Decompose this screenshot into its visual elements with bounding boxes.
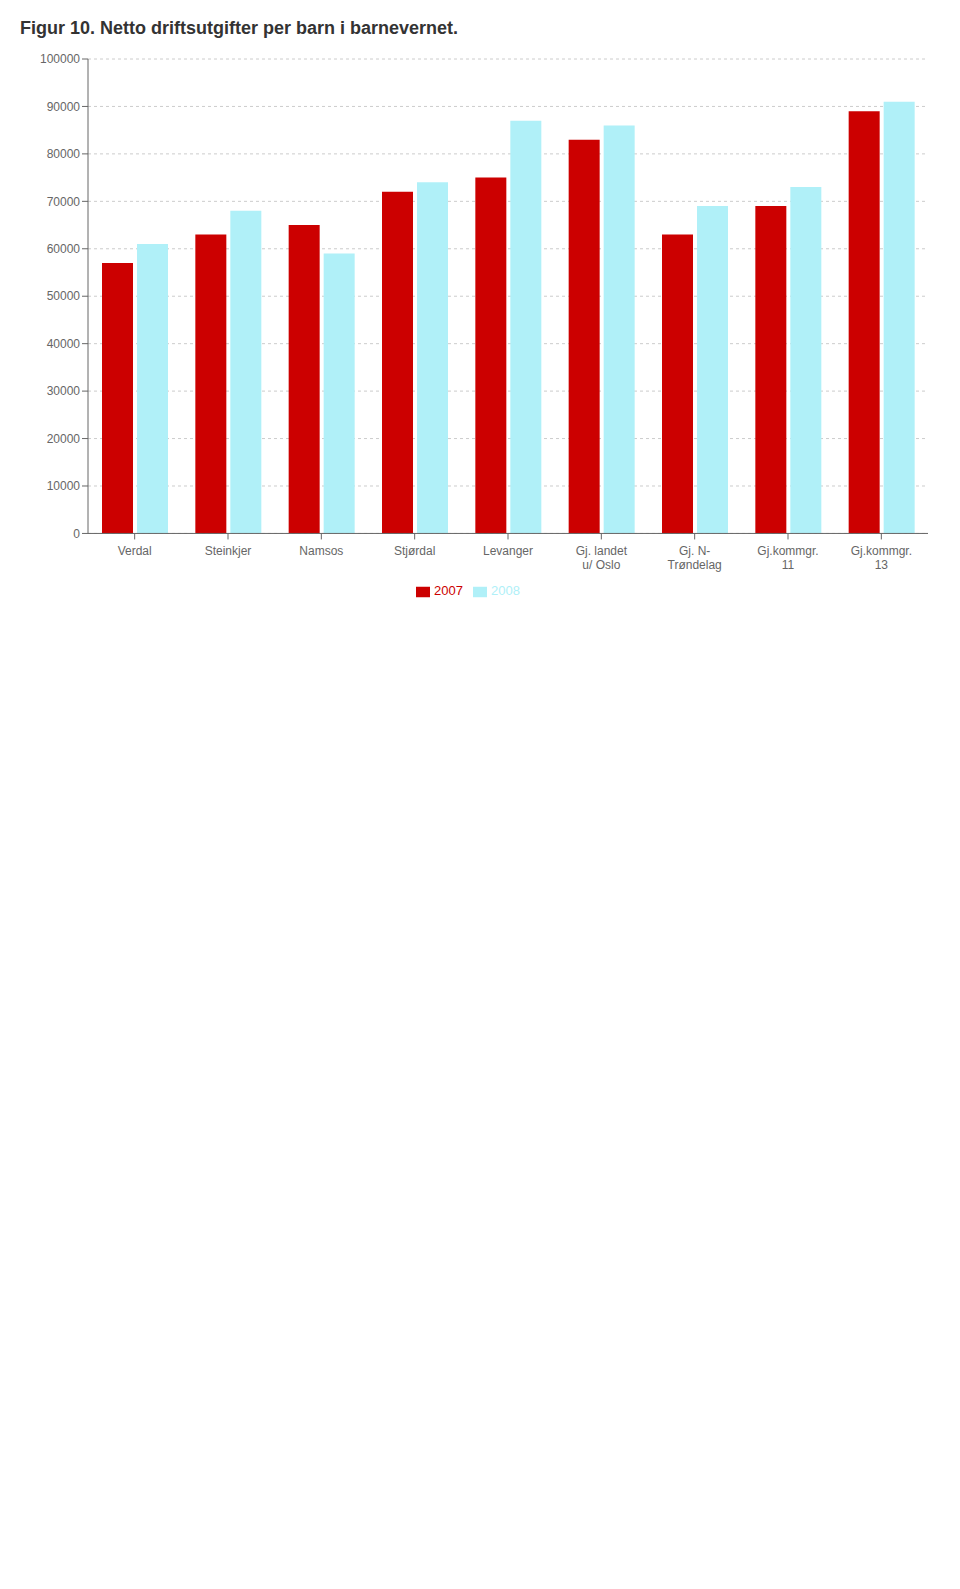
svg-text:10000: 10000: [47, 479, 81, 493]
svg-text:80000: 80000: [47, 147, 81, 161]
svg-text:20000: 20000: [47, 432, 81, 446]
svg-text:Gj.kommgr.11: Gj.kommgr.11: [757, 544, 818, 572]
svg-text:Gj. landetu/ Oslo: Gj. landetu/ Oslo: [576, 544, 628, 572]
svg-text:Gj.kommgr.13: Gj.kommgr.13: [851, 544, 912, 572]
svg-text:40000: 40000: [47, 337, 81, 351]
svg-text:50000: 50000: [47, 289, 81, 303]
svg-text:Levanger: Levanger: [483, 544, 533, 558]
svg-text:0: 0: [73, 527, 80, 541]
svg-text:Verdal: Verdal: [118, 544, 152, 558]
svg-text:Namsos: Namsos: [299, 544, 343, 558]
svg-text:90000: 90000: [47, 100, 81, 114]
svg-text:70000: 70000: [47, 195, 81, 209]
svg-text:60000: 60000: [47, 242, 81, 256]
svg-text:Steinkjer: Steinkjer: [205, 544, 252, 558]
svg-text:Gj. N-Trøndelag: Gj. N-Trøndelag: [668, 544, 722, 572]
svg-text:100000: 100000: [40, 52, 80, 66]
svg-text:Stjørdal: Stjørdal: [394, 544, 435, 558]
html-text:2007: 2007: [434, 583, 463, 599]
svg-text:30000: 30000: [47, 384, 81, 398]
html-text:Figur 10. Netto driftsutgifter: Figur 10. Netto driftsutgifter per barn …: [20, 18, 459, 38]
html-text:2008: 2008: [491, 583, 520, 599]
